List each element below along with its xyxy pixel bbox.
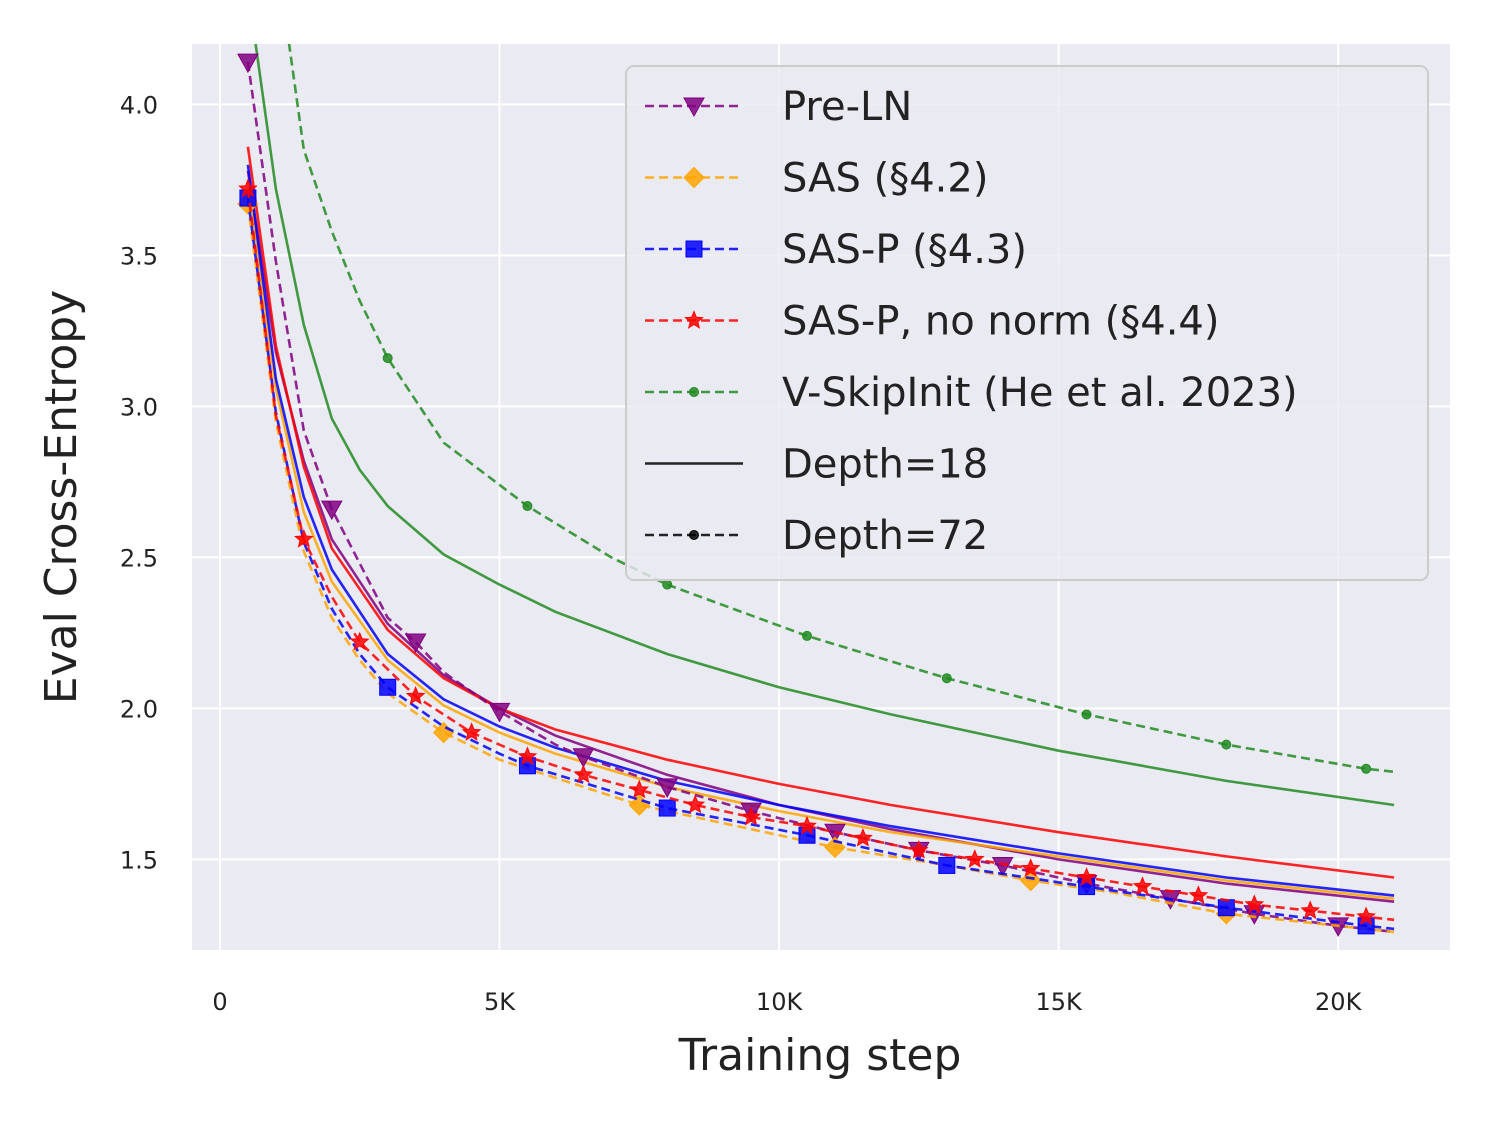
legend-marker [685,240,703,258]
series-pre-ln-depth-18 [246,170,1395,903]
data-point-sas-p-no-norm-depth-72 [797,815,817,835]
data-point-v-skipinit-depth-72 [802,630,813,641]
legend-box [625,65,1429,581]
y-tick-label: 2.5 [120,544,158,572]
data-point-sas-p-no-norm-depth-72 [238,178,258,198]
data-point-sas-p-no-norm-depth-72 [405,685,426,705]
series-line-sas-p-no-norm-depth-18 [246,146,1395,879]
x-tick-label: 0 [212,988,227,1016]
series-sas-p-depth-18 [246,164,1395,897]
x-tick-label: 15K [1035,988,1083,1016]
data-point-pre-ln-depth-72 [572,748,595,768]
legend-marker [683,166,705,189]
x-tick-label: 10K [756,988,804,1016]
legend-label: SAS-P, no norm (§4.4) [782,299,1219,345]
data-point-sas-p-no-norm-depth-72 [1244,894,1265,914]
x-tick-label: 20K [1315,988,1363,1016]
axis-tick-labels: 0 5K 10K 15K 20K 1.5 2.0 2.5 3.0 3.5 4.0 [120,91,1363,1016]
y-tick-label: 2.0 [120,695,158,723]
data-point-sas-p-depth-72 [379,678,397,696]
data-point-v-skipinit-depth-72 [1361,763,1372,774]
series-line-pre-ln-depth-18 [246,170,1395,903]
data-point-pre-ln-depth-72 [488,702,511,723]
legend-marker [683,97,705,118]
data-point-v-skipinit-depth-72 [1221,739,1232,750]
legend-entry-sas-p-no-norm-4-4: SAS-P, no norm (§4.4) [645,299,1219,345]
data-point-sas-p-no-norm-depth-72 [349,631,370,651]
legend-label: Depth=72 [782,513,988,559]
data-point-v-skipinit-depth-72 [941,673,952,684]
series-sas-p-no-norm-depth-72 [238,178,1395,926]
data-point-sas-p-no-norm-depth-72 [1300,900,1321,920]
data-point-sas-p-no-norm-depth-72 [685,794,706,814]
series-sas-depth-18 [246,179,1395,900]
legend-label: Depth=18 [782,442,988,488]
x-tick-label: 5K [484,988,516,1016]
data-point-sas-p-no-norm-depth-72 [1020,858,1041,877]
data-point-pre-ln-depth-72 [237,53,259,74]
legend: Pre-LN SAS (§4.2) SAS-P (§4.3) SAS-P, no no… [625,65,1429,581]
legend-entry-depth-18: Depth=18 [645,442,988,488]
data-point-sas-p-no-norm-depth-72 [909,839,929,859]
data-point-sas-p-no-norm-depth-72 [294,528,314,548]
series-line-pre-ln-depth-72 [246,61,1395,934]
series-line-v-skipinit-depth-72 [287,44,1395,774]
series-v-skipinit-depth-18 [254,44,1395,807]
y-tick-label: 4.0 [120,91,158,119]
y-tick-label: 3.5 [120,242,158,270]
legend-label: Pre-LN [782,84,912,130]
data-point-sas-p-no-norm-depth-72 [573,764,594,784]
data-series [237,44,1395,937]
data-point-sas-p-no-norm-depth-72 [517,746,538,766]
data-point-sas-p-no-norm-depth-72 [1132,876,1153,895]
series-line-v-skipinit-depth-18 [254,44,1395,807]
data-point-pre-ln-depth-72 [404,633,427,653]
legend-entry-sas-4-2: SAS (§4.2) [645,156,988,202]
series-line-sas-p-no-norm-depth-72 [246,188,1395,922]
data-point-v-skipinit-depth-72 [662,579,673,590]
series-line-sas-depth-72 [246,203,1395,934]
series-line-sas-p-depth-18 [246,164,1395,897]
legend-label: V-SkipInit (He et al. 2023) [782,370,1298,416]
data-point-sas-p-no-norm-depth-72 [461,722,482,741]
series-line-sas-p-depth-72 [246,197,1395,931]
legend-entry-depth-72: Depth=72 [645,513,988,559]
data-point-v-skipinit-depth-72 [382,353,393,364]
x-axis-title: Training step [678,1030,962,1081]
data-point-sas-p-depth-72 [1217,899,1235,917]
legend-entry-pre-ln: Pre-LN [645,84,912,130]
legend-marker [689,530,699,540]
data-point-sas-p-no-norm-depth-72 [1188,885,1209,904]
series-line-sas-depth-18 [246,179,1395,900]
y-tick-label: 1.5 [120,846,158,874]
legend-entry-v-skipinit-he-et-al-2023: V-SkipInit (He et al. 2023) [645,370,1298,416]
data-point-sas-p-no-norm-depth-72 [629,779,650,799]
data-point-pre-ln-depth-72 [320,500,343,521]
data-point-sas-p-depth-72 [658,799,676,817]
series-v-skipinit-depth-72 [287,44,1395,774]
y-axis-title: Eval Cross-Entropy [36,290,87,704]
y-tick-label: 3.0 [120,393,158,421]
legend-label: SAS-P (§4.3) [782,227,1027,273]
data-point-v-skipinit-depth-72 [522,501,533,512]
data-point-v-skipinit-depth-72 [1081,709,1092,720]
legend-marker [684,310,704,329]
data-point-pre-ln-depth-72 [991,856,1014,877]
data-point-sas-p-no-norm-depth-72 [853,827,873,847]
legend-label: SAS (§4.2) [782,156,988,202]
data-point-sas-p-no-norm-depth-72 [964,849,985,868]
series-sas-p-no-norm-depth-18 [246,146,1395,879]
data-point-sas-p-no-norm-depth-72 [1356,906,1376,926]
data-point-pre-ln-depth-72 [656,778,679,798]
data-point-sas-p-no-norm-depth-72 [1076,867,1097,886]
legend-entry-sas-p-4-3: SAS-P (§4.3) [645,227,1027,273]
data-point-sas-p-depth-72 [938,856,956,874]
data-point-sas-p-no-norm-depth-72 [741,806,761,826]
legend-marker [689,387,699,397]
